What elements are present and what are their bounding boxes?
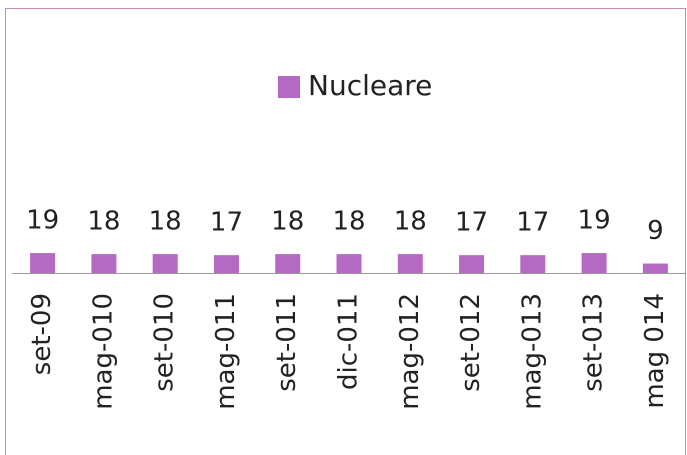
x-tick-label: mag 014 xyxy=(640,293,670,409)
bar xyxy=(213,255,239,273)
x-tick-label: set-010 xyxy=(150,293,180,392)
value-label: 18 xyxy=(87,207,120,237)
bar xyxy=(275,254,301,273)
bar xyxy=(91,254,117,273)
value-label: 19 xyxy=(578,206,611,236)
x-tick-label: set-011 xyxy=(272,293,302,392)
value-label: 9 xyxy=(647,216,664,246)
bar xyxy=(642,263,668,273)
x-tick-label: set-09 xyxy=(27,293,57,375)
bar xyxy=(459,255,485,273)
bar xyxy=(520,255,546,273)
x-tick-label: dic-011 xyxy=(334,293,364,390)
bar xyxy=(30,253,56,273)
x-tick-label: mag-011 xyxy=(211,293,241,410)
value-label: 17 xyxy=(516,208,549,238)
value-label: 18 xyxy=(271,207,304,237)
legend-swatch xyxy=(278,76,300,98)
value-label: 18 xyxy=(149,207,182,237)
x-tick-label: mag-013 xyxy=(517,293,547,410)
value-label: 19 xyxy=(26,206,59,236)
bar xyxy=(336,254,362,273)
x-tick-label: set-012 xyxy=(456,293,486,392)
chart-frame xyxy=(5,8,686,455)
value-label: 17 xyxy=(210,208,243,238)
bar xyxy=(397,254,423,273)
x-tick-label: mag-012 xyxy=(395,293,425,410)
bar xyxy=(152,254,178,273)
bar xyxy=(581,253,607,273)
legend-label: Nucleare xyxy=(308,69,432,102)
value-label: 18 xyxy=(394,207,427,237)
x-tick-label: mag-010 xyxy=(88,293,118,410)
value-label: 17 xyxy=(455,208,488,238)
x-tick-label: set-013 xyxy=(579,293,609,392)
value-label: 18 xyxy=(332,207,365,237)
